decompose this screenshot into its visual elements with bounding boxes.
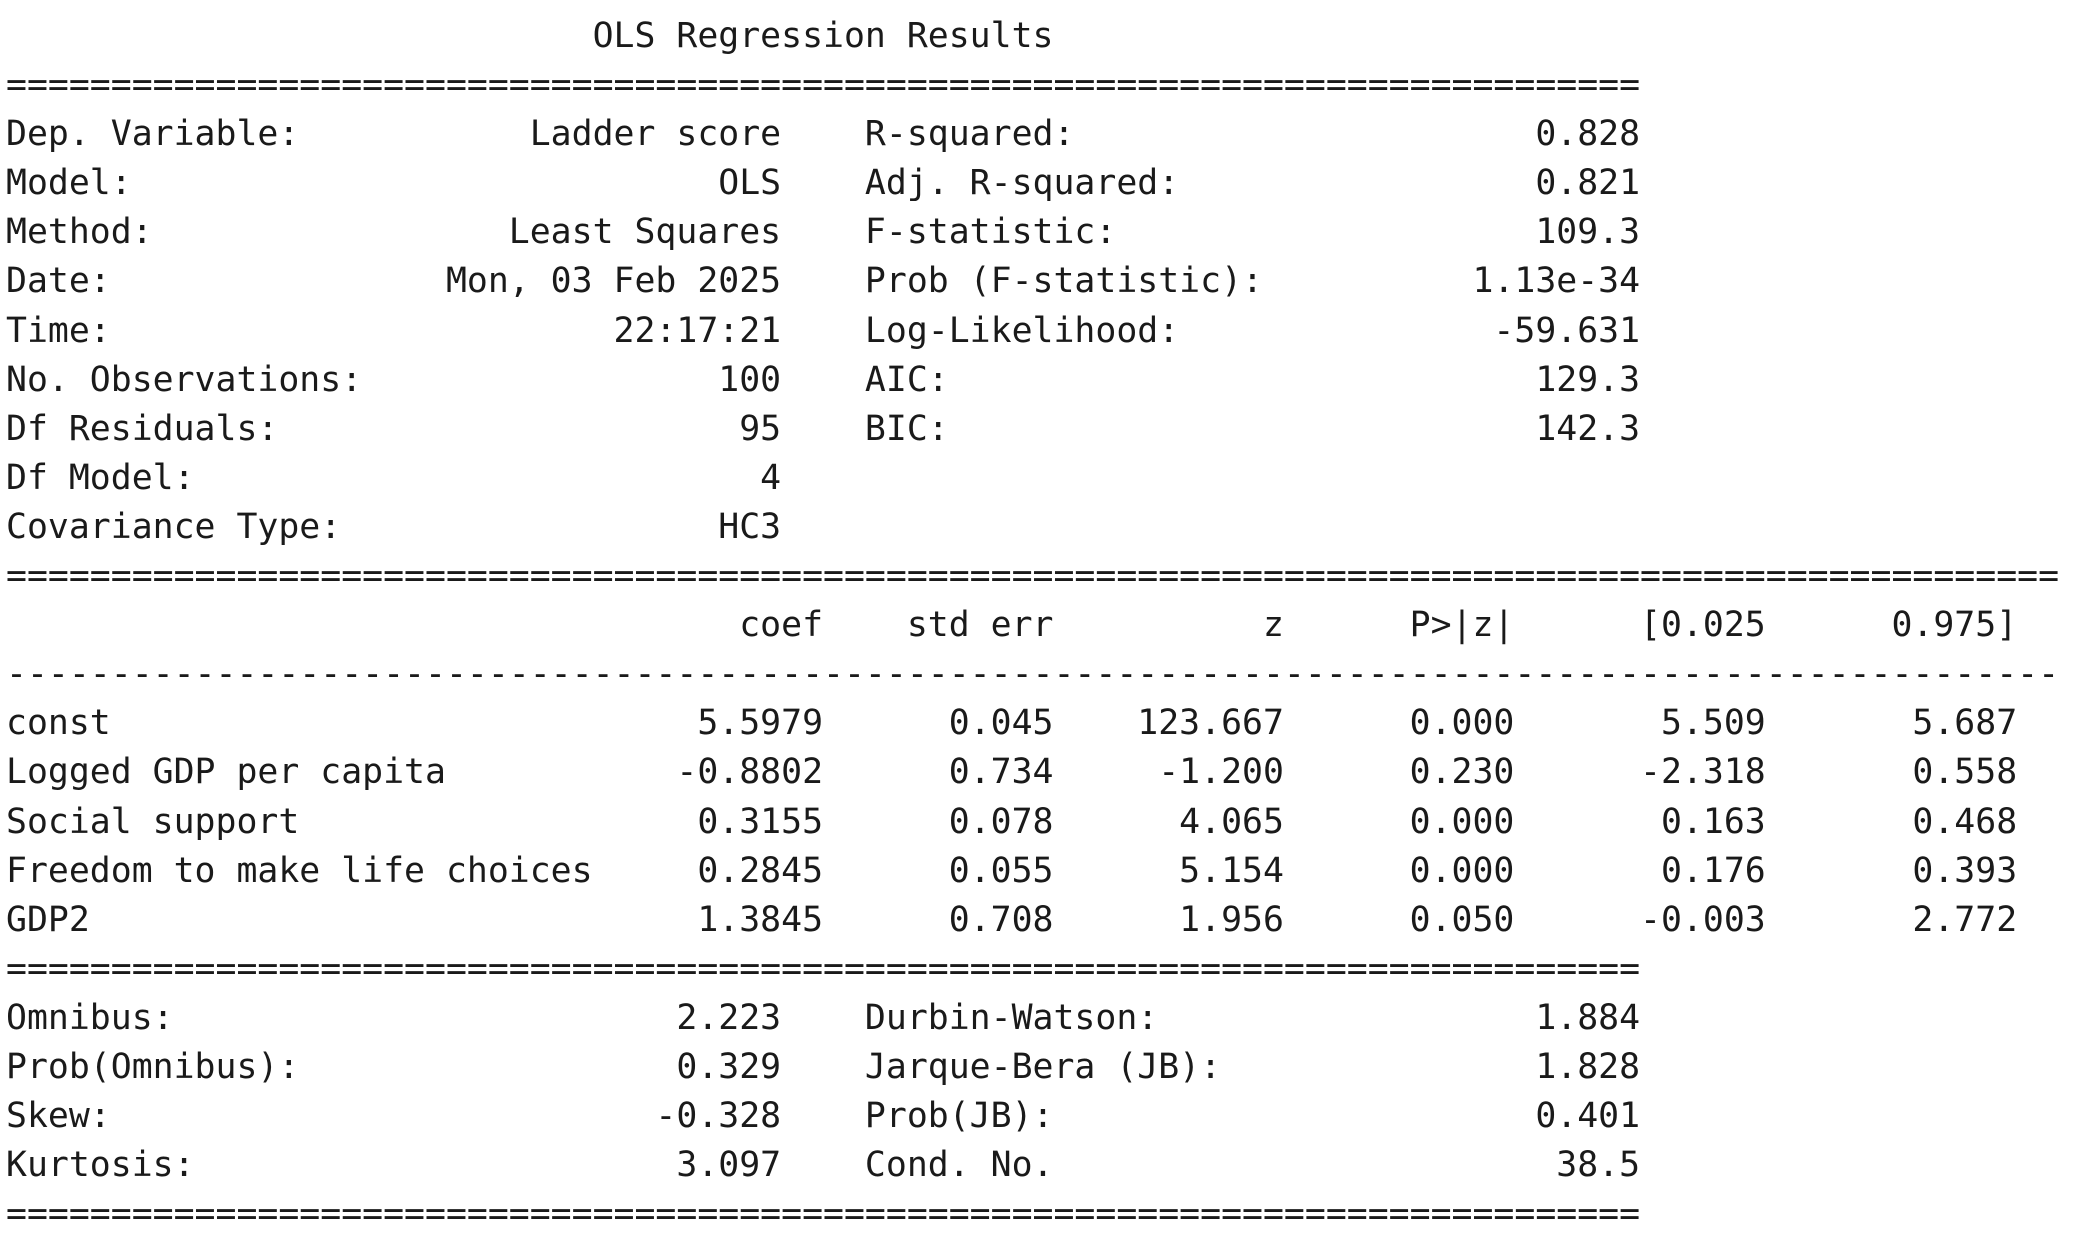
model-info-row: Time: 22:17:21 Log-Likelihood: -59.631 (6, 310, 1641, 351)
coef-table-row: Freedom to make life choices 0.2845 0.05… (6, 850, 2018, 891)
coef-table-row: const 5.5979 0.045 123.667 0.000 5.509 5… (6, 703, 2018, 744)
diagnostics-row: Skew: -0.328 Prob(JB): 0.401 (6, 1096, 1641, 1137)
separator-double: ========================================… (6, 65, 1641, 106)
model-info-row: No. Observations: 100 AIC: 129.3 (6, 359, 1641, 400)
model-info-row: Df Residuals: 95 BIC: 142.3 (6, 408, 1641, 449)
model-info-row: Method: Least Squares F-statistic: 109.3 (6, 212, 1641, 253)
model-info-row: Date: Mon, 03 Feb 2025 Prob (F-statistic… (6, 261, 1641, 302)
diagnostics-row: Omnibus: 2.223 Durbin-Watson: 1.884 (6, 997, 1641, 1038)
diagnostics-row: Prob(Omnibus): 0.329 Jarque-Bera (JB): 1… (6, 1046, 1641, 1087)
separator-double: ========================================… (6, 1194, 1641, 1235)
coef-table-row: Social support 0.3155 0.078 4.065 0.000 … (6, 801, 2018, 842)
coef-table-row: Logged GDP per capita -0.8802 0.734 -1.2… (6, 752, 2018, 793)
model-info-row: Dep. Variable: Ladder score R-squared: 0… (6, 114, 1641, 155)
separator-double: ========================================… (6, 556, 2060, 597)
model-info-row: Covariance Type: HC3 (6, 506, 865, 547)
coef-table-header: coef std err z P>|z| [0.025 0.975] (6, 605, 2018, 646)
diagnostics-row: Kurtosis: 3.097 Cond. No. 38.5 (6, 1145, 1641, 1186)
regression-summary-output: OLS Regression Results ==================… (6, 12, 2059, 1239)
summary-title: OLS Regression Results (6, 16, 1054, 56)
coef-table-row: GDP2 1.3845 0.708 1.956 0.050 -0.003 2.7… (6, 899, 2018, 940)
model-info-row: Model: OLS Adj. R-squared: 0.821 (6, 163, 1641, 204)
model-info-row: Df Model: 4 (6, 457, 865, 498)
separator-single: ----------------------------------------… (6, 654, 2060, 695)
separator-double: ========================================… (6, 948, 1641, 989)
